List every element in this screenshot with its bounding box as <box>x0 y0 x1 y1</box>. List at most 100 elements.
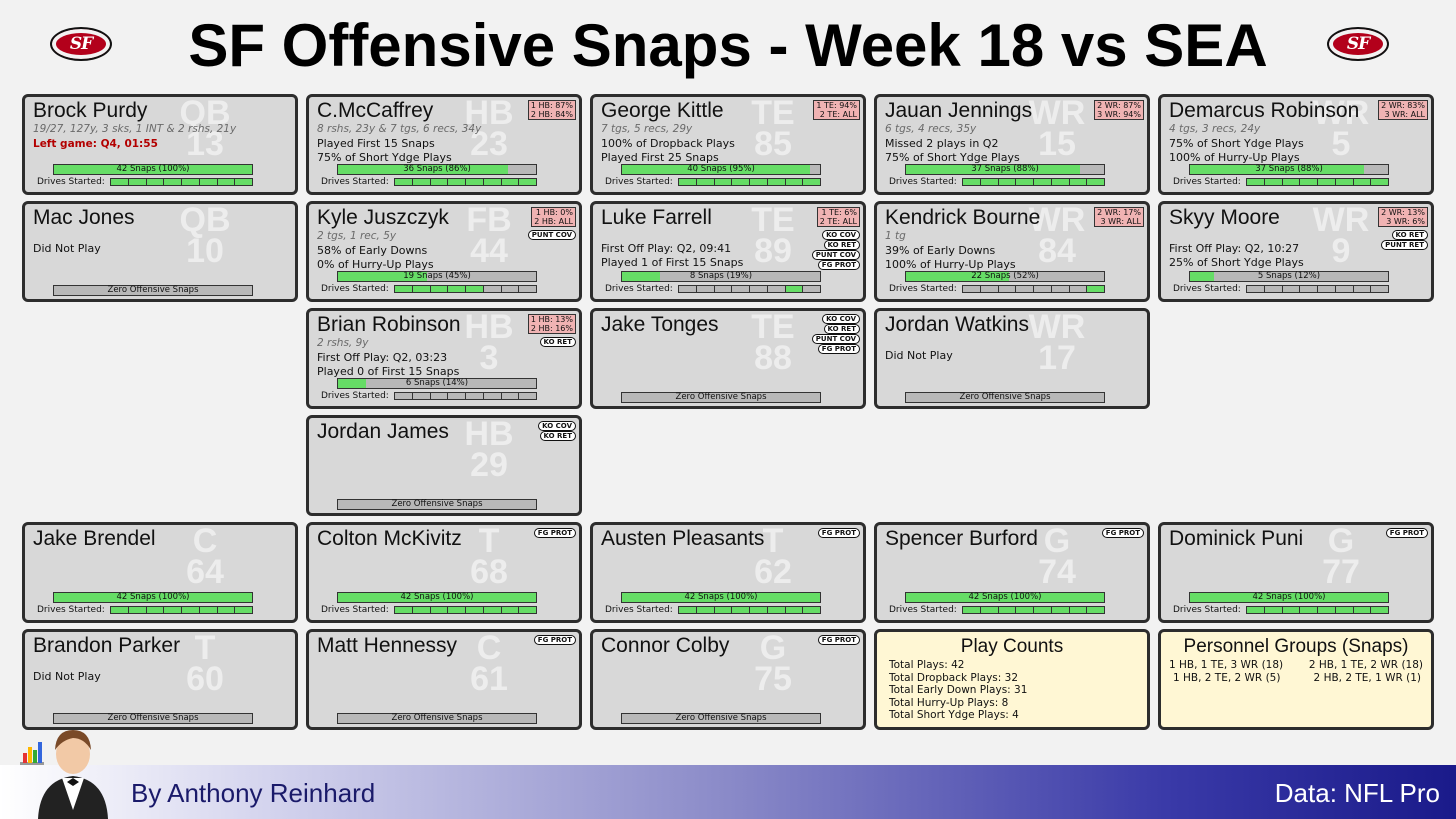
special-teams-badge: KO RET <box>823 240 860 250</box>
jersey-number: 10 <box>186 232 224 270</box>
personnel-group-item: 2 HB, 2 TE, 1 WR (1) <box>1313 671 1421 684</box>
drive-segment <box>1051 607 1070 613</box>
drive-segment <box>679 286 697 292</box>
drive-segment <box>199 607 218 613</box>
drive-segment <box>146 179 165 185</box>
snap-bar-fill <box>54 593 252 602</box>
personnel-pct-line: 2 TE: ALL <box>819 110 857 119</box>
snap-count-label: 22 Snaps (52%) <box>971 271 1039 281</box>
special-teams-badge: PUNT RET <box>1381 240 1428 250</box>
drives-started-bar <box>110 606 253 614</box>
drive-segment <box>1069 607 1088 613</box>
player-name: Jake Tonges <box>601 313 719 336</box>
player-name: Skyy Moore <box>1169 206 1280 229</box>
drives-started-label: Drives Started: <box>1173 284 1241 294</box>
jersey-number: 5 <box>1331 125 1351 163</box>
snap-count-label: Zero Offensive Snaps <box>675 713 767 723</box>
drives-started-bar <box>394 392 537 400</box>
drive-segment <box>767 607 786 613</box>
drive-segment <box>501 607 520 613</box>
usage-note: Did Not Play <box>885 349 953 362</box>
personnel-pct-badge: 2 WR: 13% 3 WR: 6% <box>1378 207 1428 227</box>
usage-note: Played 1 of First 15 Snaps <box>601 256 744 269</box>
49ers-logo-right: SF <box>1327 27 1389 61</box>
position-number-watermark: WR 9 <box>1311 204 1371 268</box>
jersey-number: 84 <box>1038 232 1076 270</box>
drive-segment <box>1318 179 1336 185</box>
snap-bar: Zero Offensive Snaps <box>53 285 253 296</box>
drive-segment <box>199 179 218 185</box>
snap-bar-fill <box>338 379 366 388</box>
personnel-pct-line: 1 HB: 0% <box>535 208 573 217</box>
player-card: C 61 Matt Hennessy Zero Offensive Snaps FG P… <box>306 629 582 730</box>
personnel-pct-line: 2 HB: ALL <box>534 217 573 226</box>
position-label: C <box>476 629 502 667</box>
usage-note: 100% of Dropback Plays <box>601 137 735 150</box>
special-teams-badge: KO COV <box>822 230 860 240</box>
drive-segment <box>1282 179 1301 185</box>
drive-segment <box>519 393 536 399</box>
drive-segment <box>1335 286 1354 292</box>
special-teams-badge: PUNT COV <box>527 230 576 240</box>
drive-segment <box>466 607 484 613</box>
personnel-pct-line: 2 WR: 87% <box>1097 101 1141 110</box>
drives-started-bar <box>962 178 1105 186</box>
usage-note: 25% of Short Ydge Plays <box>1169 256 1304 269</box>
player-name: Brandon Parker <box>33 634 181 657</box>
drive-segment <box>217 179 236 185</box>
drive-segment <box>696 607 715 613</box>
drive-segment <box>412 393 431 399</box>
personnel-pct-badge: 1 HB: 13% 2 HB: 16% <box>527 314 576 334</box>
snap-count-label: 19 Snaps (45%) <box>403 271 471 281</box>
personnel-pct-line: 1 TE: 6% <box>821 208 857 217</box>
drive-segment <box>767 179 786 185</box>
left-game-note: Left game: Q4, 01:55 <box>33 138 158 150</box>
drives-started-label: Drives Started: <box>889 605 957 615</box>
position-number-watermark: HB 23 <box>459 97 519 161</box>
personnel-group-item: 1 HB, 2 TE, 2 WR (5) <box>1173 671 1281 684</box>
drive-segment <box>1016 607 1034 613</box>
position-number-watermark: T 62 <box>743 525 803 589</box>
snap-bar-fill <box>622 272 660 281</box>
usage-note: First Off Play: Q2, 03:23 <box>317 351 448 364</box>
player-name: George Kittle <box>601 99 724 122</box>
personnel-group-item: 1 HB, 1 TE, 3 WR (18) <box>1169 659 1284 671</box>
drive-segment <box>182 607 200 613</box>
drive-segment <box>1318 607 1336 613</box>
snap-bar: Zero Offensive Snaps <box>621 713 821 724</box>
drive-segment <box>412 179 431 185</box>
personnel-pct-line: 2 HB: 84% <box>530 110 573 119</box>
drives-started-bar <box>394 285 537 293</box>
position-number-watermark: WR 84 <box>1027 204 1087 270</box>
drive-segment <box>1282 286 1301 292</box>
drive-segment <box>128 607 147 613</box>
position-number-watermark: WR 17 <box>1027 311 1087 375</box>
position-number-watermark: T 68 <box>459 525 519 589</box>
snap-count-label: 42 Snaps (100%) <box>400 592 474 602</box>
drive-segment <box>1335 179 1354 185</box>
drive-segment <box>448 179 466 185</box>
personnel-group-item: 2 HB, 1 TE, 2 WR (18) <box>1308 659 1423 671</box>
jersey-number: 77 <box>1322 553 1360 591</box>
usage-note: 0% of Hurry-Up Plays <box>317 258 434 271</box>
drive-segment <box>412 286 431 292</box>
position-label: FB <box>466 201 512 239</box>
player-card: QB 13 Brock Purdy 19/27, 127y, 3 sks, 1 INT… <box>22 94 298 195</box>
player-card: T 62 Austen Pleasants 42 Snaps (100%) Drives… <box>590 522 866 623</box>
drive-segment <box>430 393 449 399</box>
drives-started-bar <box>1246 606 1389 614</box>
usage-note: 75% of Short Ydge Plays <box>317 151 452 164</box>
drives-started-label: Drives Started: <box>37 605 105 615</box>
position-label: TE <box>751 308 795 346</box>
drive-segment <box>164 607 182 613</box>
play-count-item: Total Hurry-Up Plays: 8 <box>889 696 1009 709</box>
player-card: HB 23 C.McCaffrey 8 rshs, 23y & 7 tgs, 6 re… <box>306 94 582 195</box>
player-stat-line: 4 tgs, 3 recs, 24y <box>1169 123 1261 135</box>
drive-segment <box>111 607 129 613</box>
drive-segment <box>750 607 768 613</box>
drive-segment <box>235 179 252 185</box>
drive-segment <box>998 607 1017 613</box>
player-name: Spencer Burford <box>885 527 1038 550</box>
position-number-watermark: C 64 <box>175 525 235 589</box>
jersey-number: 89 <box>754 232 792 270</box>
